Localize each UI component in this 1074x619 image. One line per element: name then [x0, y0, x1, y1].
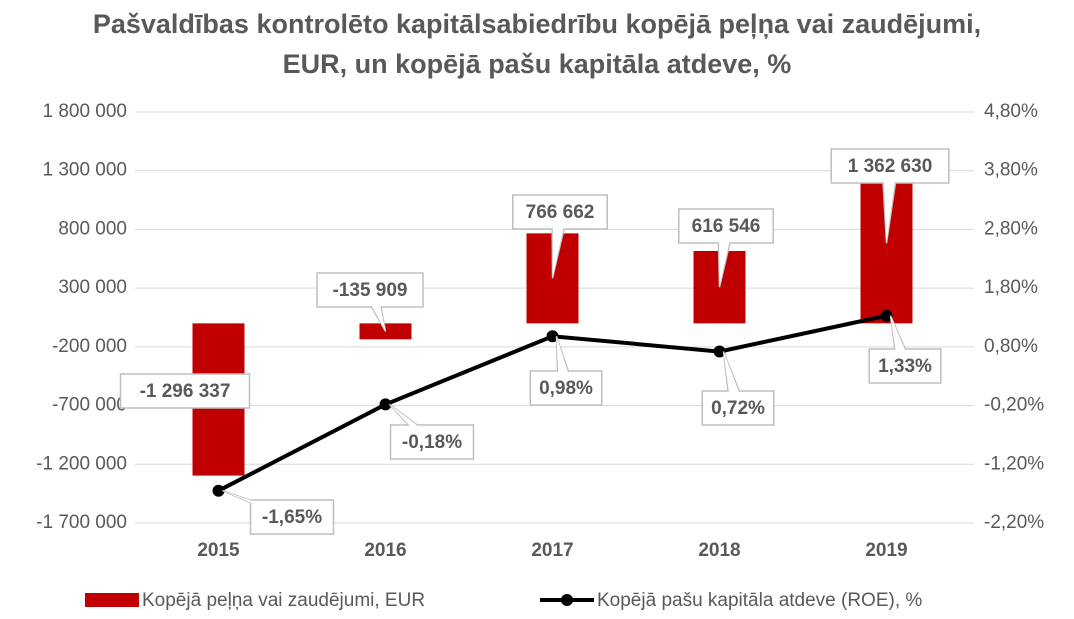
callout-pointer-cover: [556, 336, 573, 388]
line-marker: [546, 330, 559, 343]
y-tick-label: 1 300 000: [42, 160, 127, 181]
bar-callout: -1 296 337: [119, 373, 251, 409]
legend-swatch: [85, 593, 139, 607]
bar-callout: 1 362 630: [830, 148, 950, 244]
y2-tick-label: -2,20%: [984, 512, 1044, 533]
bar-callout: 766 662: [512, 194, 608, 279]
line-callout: -1,65%: [222, 489, 335, 535]
line-callout: 1,33%: [868, 315, 942, 384]
y2-tick-label: -1,20%: [984, 453, 1044, 474]
y-tick-label: -700 000: [52, 395, 127, 416]
legend-label: Kopējā pašu kapitāla atdeve (ROE), %: [597, 590, 922, 611]
y2-tick-label: 4,80%: [984, 101, 1038, 122]
callout-pointer-cover: [723, 351, 745, 408]
x-tick-label: 2019: [865, 540, 907, 561]
x-tick-label: 2017: [531, 540, 573, 561]
line-label: 0,98%: [539, 378, 593, 399]
y2-tick-label: -0,20%: [984, 395, 1044, 416]
y-tick-label: -1 700 000: [36, 512, 127, 533]
legend-marker: [561, 594, 573, 606]
line-label: -0,18%: [402, 432, 462, 453]
line-label: -1,65%: [262, 507, 322, 528]
bar-label: 1 362 630: [848, 156, 933, 177]
line-callout: 0,98%: [529, 336, 603, 406]
line-label: 1,33%: [878, 356, 932, 377]
callout-pointer-cover: [363, 290, 386, 332]
line-marker: [212, 484, 225, 497]
line-marker: [713, 345, 726, 358]
line-callout: 0,72%: [701, 351, 775, 426]
bar-label: -1 296 337: [140, 381, 231, 402]
y-tick-label: -1 200 000: [36, 453, 127, 474]
y2-tick-label: 2,80%: [984, 218, 1038, 239]
line-marker: [880, 309, 893, 322]
callout-pointer-cover: [719, 226, 733, 288]
callout-pointer-cover: [222, 490, 299, 517]
callout-pointer-cover: [552, 212, 567, 279]
callout-pointer-cover: [389, 404, 439, 442]
y-tick-label: 800 000: [58, 218, 127, 239]
callout-pointer-cover: [890, 315, 912, 366]
callout-pointer-cover: [883, 166, 897, 244]
y-tick-label: -200 000: [52, 336, 127, 357]
line-callout: -0,18%: [388, 403, 475, 460]
x-tick-label: 2016: [364, 540, 406, 561]
bar-label: 766 662: [526, 202, 595, 223]
chart-title: Pašvaldības kontrolēto kapitālsabiedrību…: [92, 9, 982, 79]
bar-callout: -135 909: [316, 272, 424, 332]
legend-label: Kopējā peļņa vai zaudējumi, EUR: [142, 590, 425, 611]
bar-label: 616 546: [692, 216, 761, 237]
bar-callout: 616 546: [678, 208, 774, 288]
line-marker: [379, 398, 392, 411]
y-tick-label: 1 800 000: [42, 101, 127, 122]
bar-label: -135 909: [332, 280, 407, 301]
y2-tick-label: 0,80%: [984, 336, 1038, 357]
y2-tick-label: 1,80%: [984, 277, 1038, 298]
x-tick-label: 2018: [698, 540, 740, 561]
y2-tick-label: 3,80%: [984, 160, 1038, 181]
y-tick-label: 300 000: [58, 277, 127, 298]
callout-pointer-cover: [178, 391, 219, 400]
line-label: 0,72%: [711, 398, 765, 419]
x-tick-label: 2015: [197, 540, 240, 561]
